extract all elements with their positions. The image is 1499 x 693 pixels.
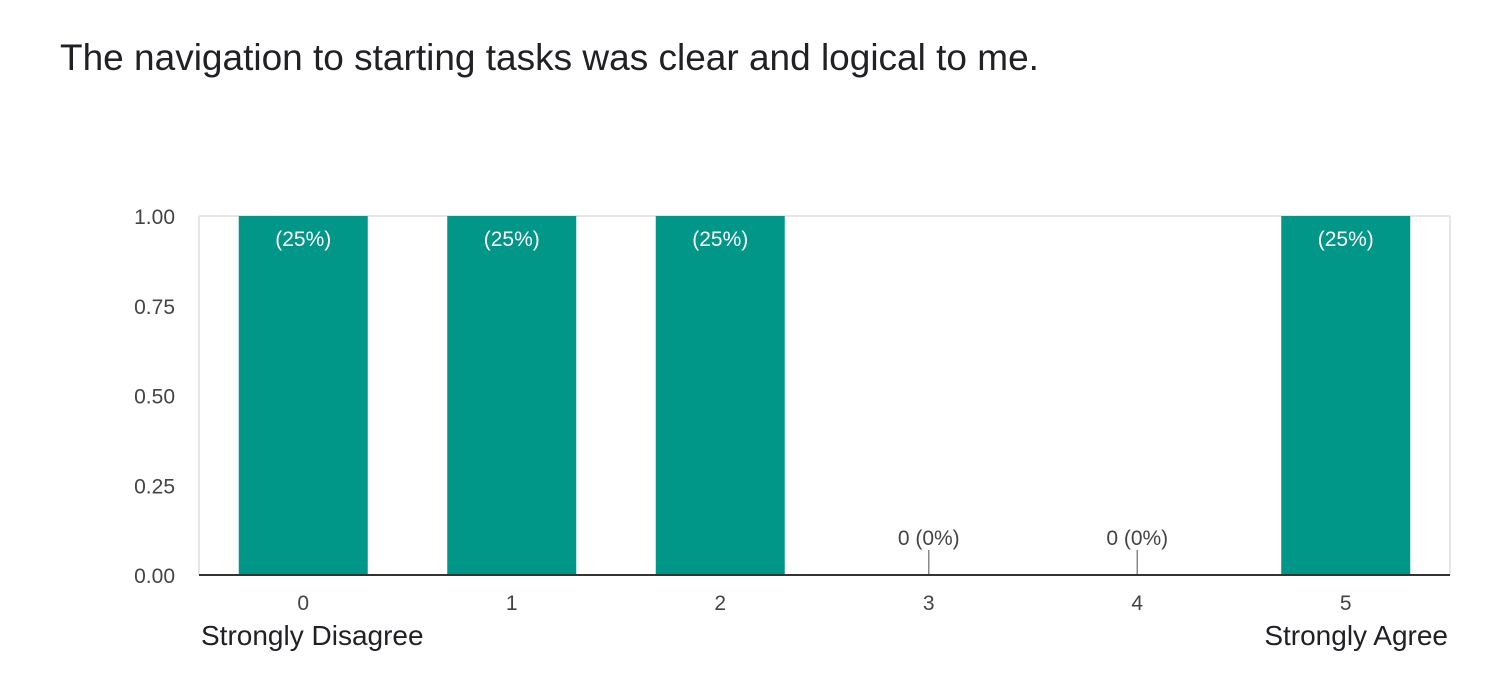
y-tick-label: 0.50 bbox=[134, 386, 175, 409]
bar-label: (25%) bbox=[1318, 228, 1374, 251]
scale-low-label: Strongly Disagree bbox=[201, 620, 424, 651]
bar-0 bbox=[238, 216, 368, 575]
y-axis-ticks: 0.00 0.25 0.50 0.75 1.00 bbox=[134, 206, 175, 588]
x-tick-label: 3 bbox=[923, 592, 935, 615]
bar-label: 0 (0%) bbox=[1106, 527, 1168, 550]
bar-2 bbox=[655, 216, 785, 575]
y-tick-label: 0.75 bbox=[134, 296, 175, 319]
x-tick-label: 4 bbox=[1131, 592, 1143, 615]
question-title: The navigation to starting tasks was cle… bbox=[60, 37, 1039, 78]
plot-frame bbox=[198, 215, 1451, 575]
scale-high-label: Strongly Agree bbox=[1264, 620, 1448, 651]
bar-data-labels: (25%) (25%) (25%) 0 (0%) 0 (0%) (25%) bbox=[275, 228, 1374, 575]
bars bbox=[238, 216, 1411, 575]
bar-label: (25%) bbox=[484, 228, 540, 251]
y-tick-label: 1.00 bbox=[134, 206, 175, 229]
bar-5 bbox=[1281, 216, 1411, 575]
x-axis-ticks: 0 1 2 3 4 5 bbox=[297, 592, 1351, 615]
y-tick-label: 0.00 bbox=[134, 565, 175, 588]
bar-1 bbox=[447, 216, 577, 575]
bar-label: (25%) bbox=[692, 228, 748, 251]
x-tick-label: 2 bbox=[714, 592, 726, 615]
y-tick-label: 0.25 bbox=[134, 475, 175, 498]
x-tick-label: 1 bbox=[506, 592, 518, 615]
x-tick-label: 0 bbox=[297, 592, 309, 615]
bar-label: 0 (0%) bbox=[898, 527, 960, 550]
bar-label: (25%) bbox=[275, 228, 331, 251]
x-tick-label: 5 bbox=[1340, 592, 1352, 615]
